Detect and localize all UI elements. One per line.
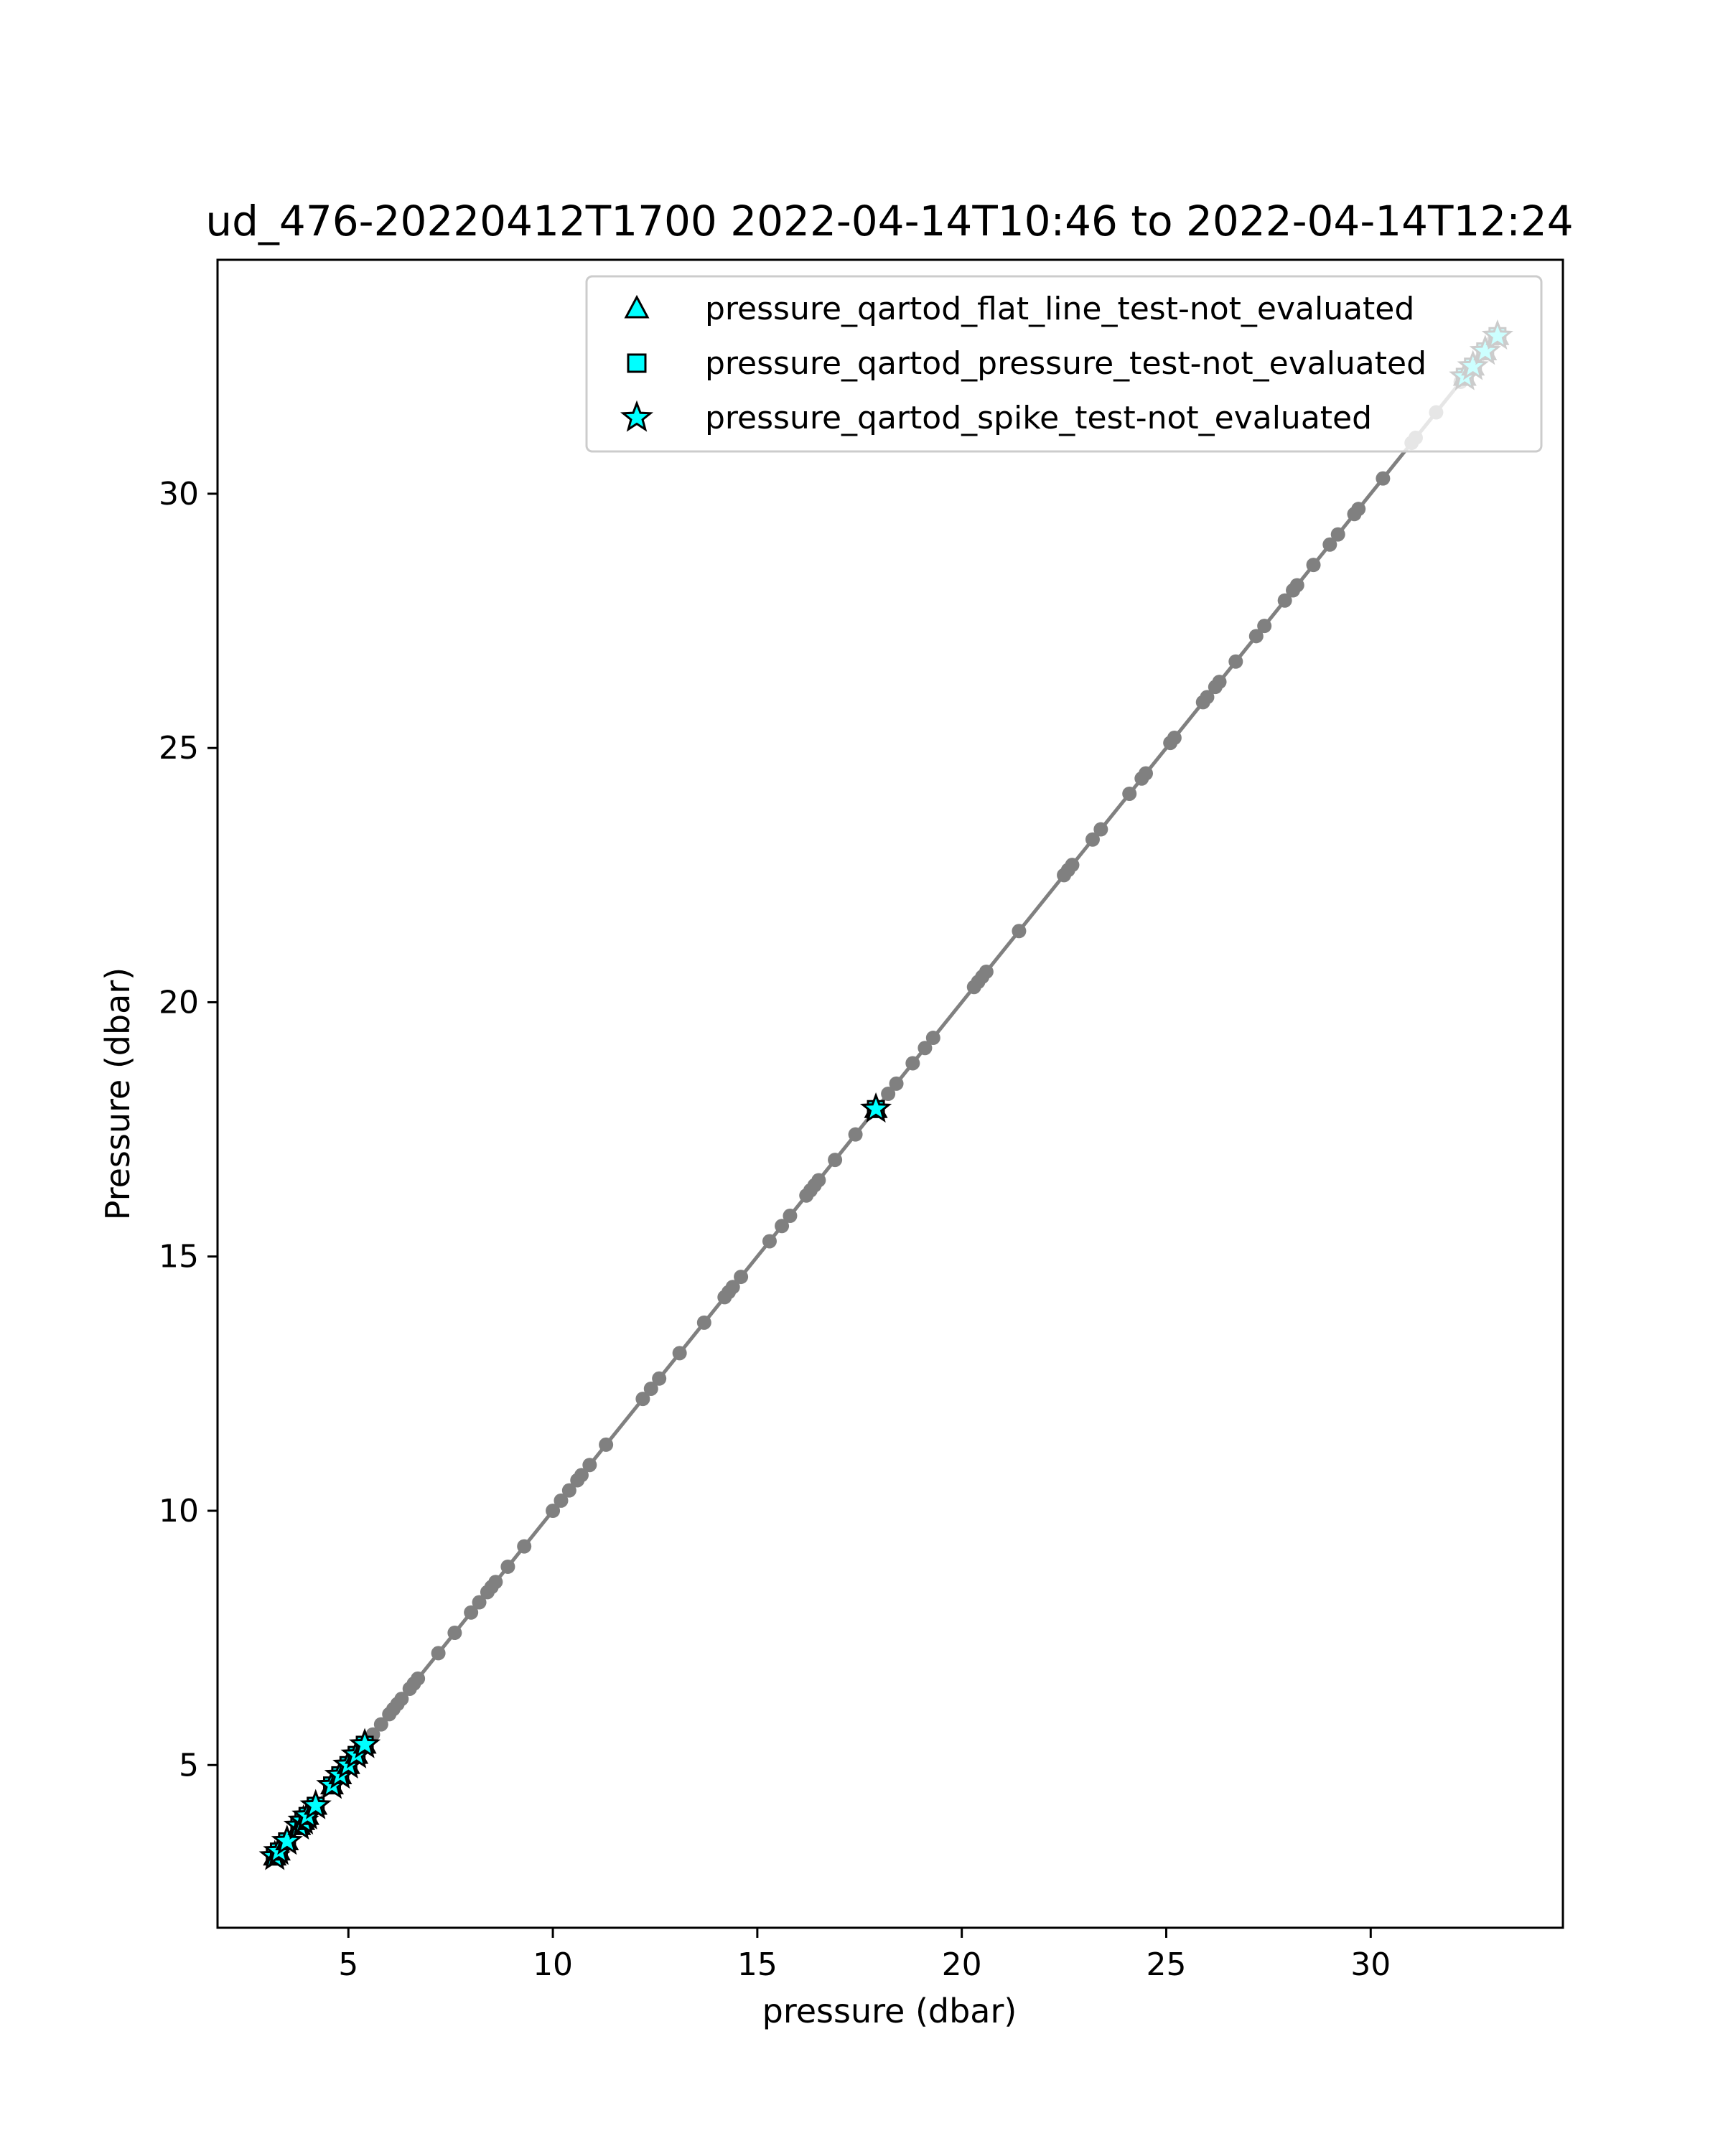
data-point [1376,471,1391,486]
data-point [411,1671,426,1686]
data-point [599,1437,614,1452]
x-tick-label: 15 [737,1946,778,1983]
data-point [1085,832,1100,847]
data-point [917,1041,933,1056]
data-point [1257,619,1272,634]
data-point [500,1559,515,1574]
x-tick-label: 5 [338,1946,358,1983]
y-axis-label: Pressure (dbar) [98,967,137,1220]
data-point [1330,527,1345,542]
y-tick-label: 30 [159,476,199,512]
square-icon [627,353,647,373]
legend-entry: pressure_qartod_pressure_test-not_evalua… [627,345,1427,382]
data-point [1289,578,1304,593]
data-point [775,1219,790,1234]
data-point [1093,822,1108,837]
legend-entry: pressure_qartod_flat_line_test-not_evalu… [624,291,1414,327]
flag-marker [859,1092,892,1123]
data-point [734,1270,749,1285]
data-point [762,1234,777,1249]
flag-marker [348,1728,381,1758]
data-point [1277,593,1292,608]
data-point [925,1031,940,1046]
spike-test-flag-marker [859,1092,892,1123]
legend-box [585,275,1543,453]
data-point [488,1575,503,1590]
data-point [574,1468,589,1483]
y-tick-label: 20 [159,984,199,1021]
data-point [643,1381,658,1396]
data-point [1012,924,1027,939]
data-point [554,1493,569,1508]
data-point [582,1458,597,1473]
data-point [1248,629,1264,644]
data-point [811,1173,826,1188]
data-point [828,1153,843,1168]
spike-test-flag-marker [299,1789,332,1819]
spike-test-flag-marker [348,1728,381,1758]
data-point [431,1646,446,1661]
legend-label: pressure_qartod_pressure_test-not_evalua… [705,345,1427,382]
legend-label: pressure_qartod_spike_test-not_evaluated [705,400,1372,436]
legend: pressure_qartod_flat_line_test-not_evalu… [585,275,1543,453]
data-point [472,1595,487,1610]
data-point [848,1127,863,1142]
data-point [889,1076,904,1091]
y-tick-label: 10 [159,1493,199,1529]
data-point [1139,766,1154,781]
data-point [905,1056,920,1071]
data-point [1122,786,1137,801]
data-point [517,1539,532,1554]
data-point [1200,690,1215,705]
data-point [652,1371,667,1386]
data-point [672,1346,687,1361]
legend-entry: pressure_qartod_spike_test-not_evaluated [620,400,1372,436]
spike-test-flag-marker [271,1824,303,1855]
data-point [1212,675,1227,690]
x-tick-label: 10 [533,1946,573,1983]
star-icon [620,400,654,432]
data-point [725,1280,740,1295]
triangle-icon [624,294,650,319]
x-axis: 5 10 15 20 25 30 [338,1928,1391,1983]
data-point [783,1209,798,1224]
flag-marker [299,1789,332,1819]
data-point [1306,558,1321,573]
x-tick-label: 30 [1350,1946,1391,1983]
data-point [394,1692,409,1707]
data-point [373,1717,388,1732]
data-point [464,1605,479,1620]
data-point [1065,858,1080,873]
x-tick-label: 20 [942,1946,982,1983]
data-point [635,1392,650,1407]
data-point [561,1483,576,1498]
y-tick-label: 15 [159,1239,199,1275]
x-axis-label: pressure (dbar) [762,1992,1017,2030]
data-point [447,1626,462,1641]
legend-label: pressure_qartod_flat_line_test-not_evalu… [705,291,1414,327]
data-point [1228,654,1243,669]
data-point [546,1504,561,1518]
y-tick-label: 25 [159,730,199,767]
data-point [696,1315,711,1330]
data-point [1167,731,1182,746]
x-tick-label: 25 [1146,1946,1186,1983]
chart-title: ud_476-20220412T1700 2022-04-14T10:46 to… [205,197,1573,245]
data-point [1351,502,1366,517]
plot-frame [216,258,1564,1929]
data-point [979,964,994,979]
y-axis: 5 10 15 20 25 30 [159,476,218,1784]
y-tick-label: 5 [179,1747,199,1784]
data-point [881,1087,896,1101]
data-point [1322,537,1337,552]
